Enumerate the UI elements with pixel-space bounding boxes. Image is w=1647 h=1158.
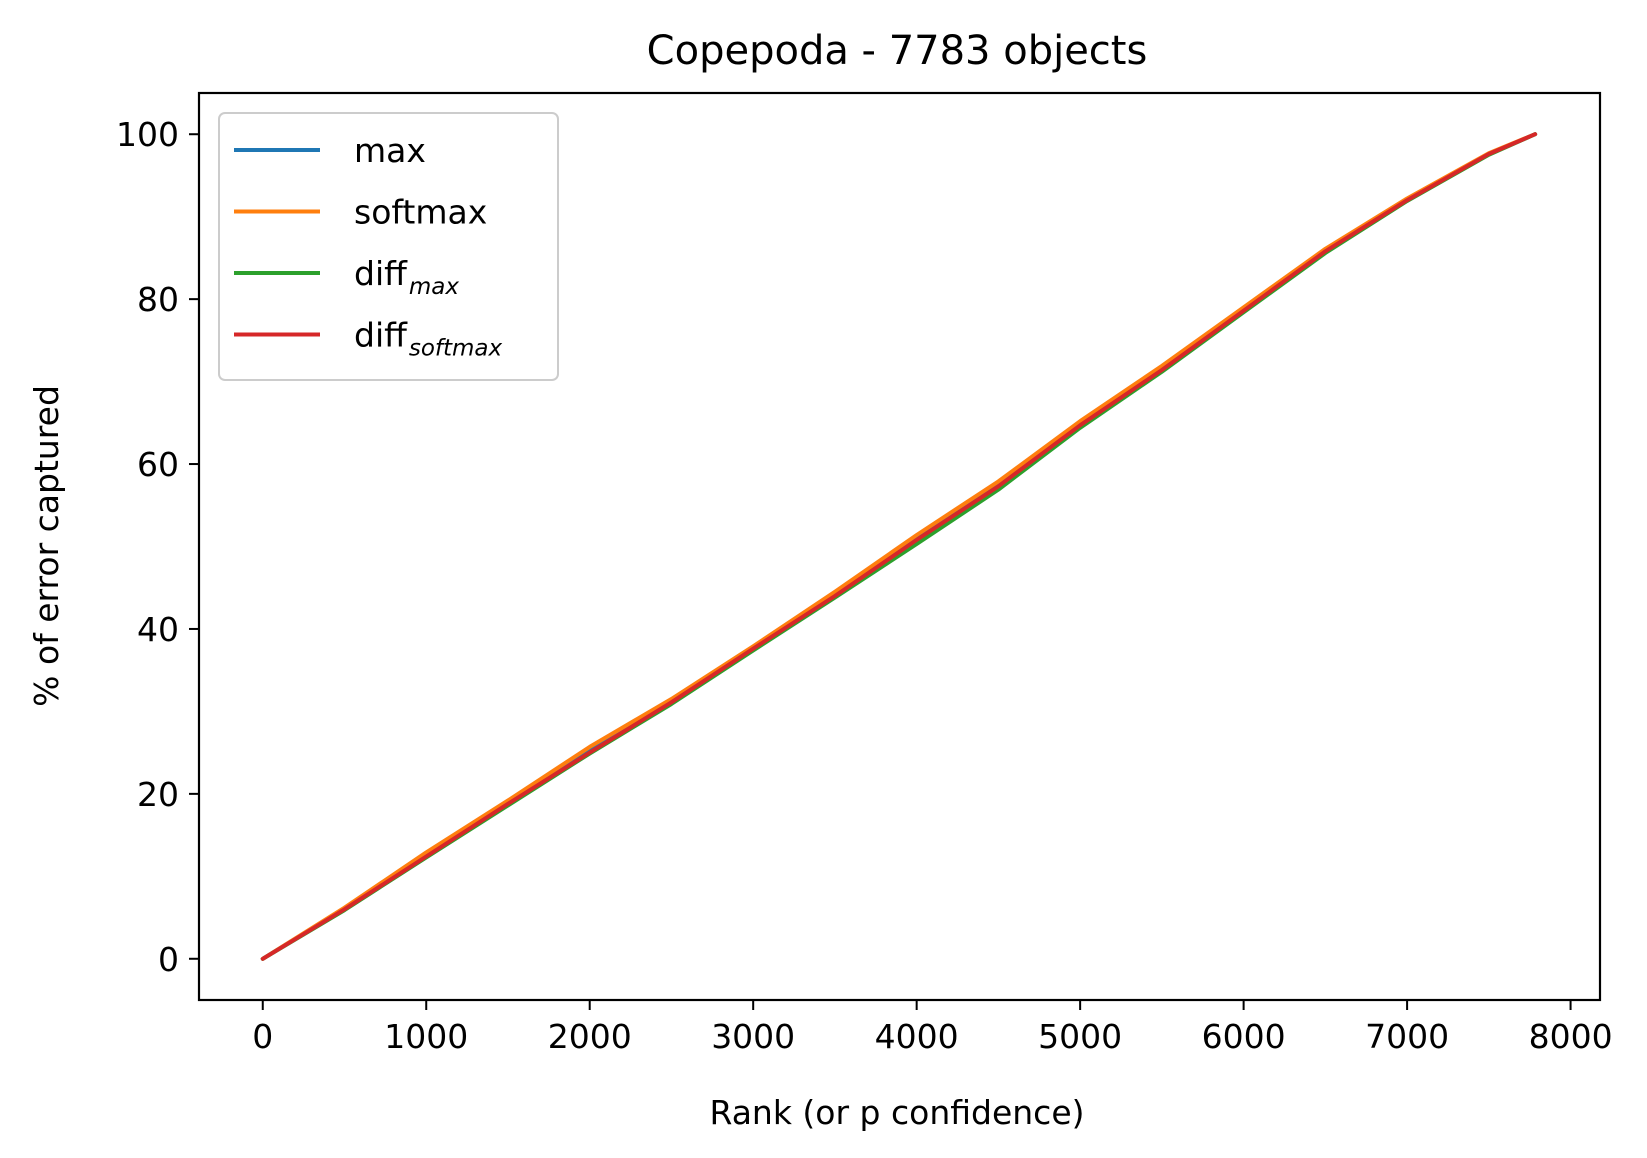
y-tick-label: 40 [137, 610, 179, 649]
series-line-diffsoftmax [260, 132, 1538, 961]
legend-label-base: diff [354, 254, 408, 293]
legend-label-diffmax: diffmax [354, 254, 459, 300]
series-layer [260, 132, 1538, 961]
y-tick-label: 20 [137, 775, 179, 814]
x-tick-label: 5000 [1038, 1017, 1122, 1056]
chart-title: Copepoda - 7783 objects [647, 28, 1148, 74]
x-tick-label: 2000 [548, 1017, 632, 1056]
x-axis-label: Rank (or p confidence) [709, 1093, 1084, 1132]
legend-label-max: max [354, 131, 426, 170]
legend-label-softmax: softmax [354, 193, 487, 232]
x-tick-label: 3000 [711, 1017, 795, 1056]
y-axis-label: % of error captured [27, 385, 66, 707]
y-tick-label: 80 [137, 280, 179, 319]
legend-label-diffsoftmax: diffsoftmax [354, 316, 503, 362]
legend-box [218, 112, 559, 381]
x-tick-label: 7000 [1365, 1017, 1449, 1056]
x-tick-label: 6000 [1202, 1017, 1286, 1056]
legend-label-subscript: softmax [409, 336, 503, 362]
legend-label-base: softmax [354, 193, 487, 232]
y-tick-label: 0 [158, 940, 179, 979]
x-tick-label: 4000 [875, 1017, 959, 1056]
legend-label-subscript: max [409, 274, 459, 300]
x-tick-label: 8000 [1529, 1017, 1613, 1056]
x-tick-label: 0 [252, 1017, 273, 1056]
legend-label-base: max [354, 131, 426, 170]
x-axis-ticks: 0 1000 2000 3000 4000 5000 6000 7000 8000 [252, 1000, 1613, 1056]
legend-label-base: diff [354, 316, 408, 355]
x-tick-label: 1000 [384, 1017, 468, 1056]
plot-frame [197, 91, 1602, 1002]
y-axis-ticks: 0 20 40 60 80 100 [116, 115, 199, 979]
y-tick-label: 60 [137, 445, 179, 484]
y-tick-label: 100 [116, 115, 179, 154]
